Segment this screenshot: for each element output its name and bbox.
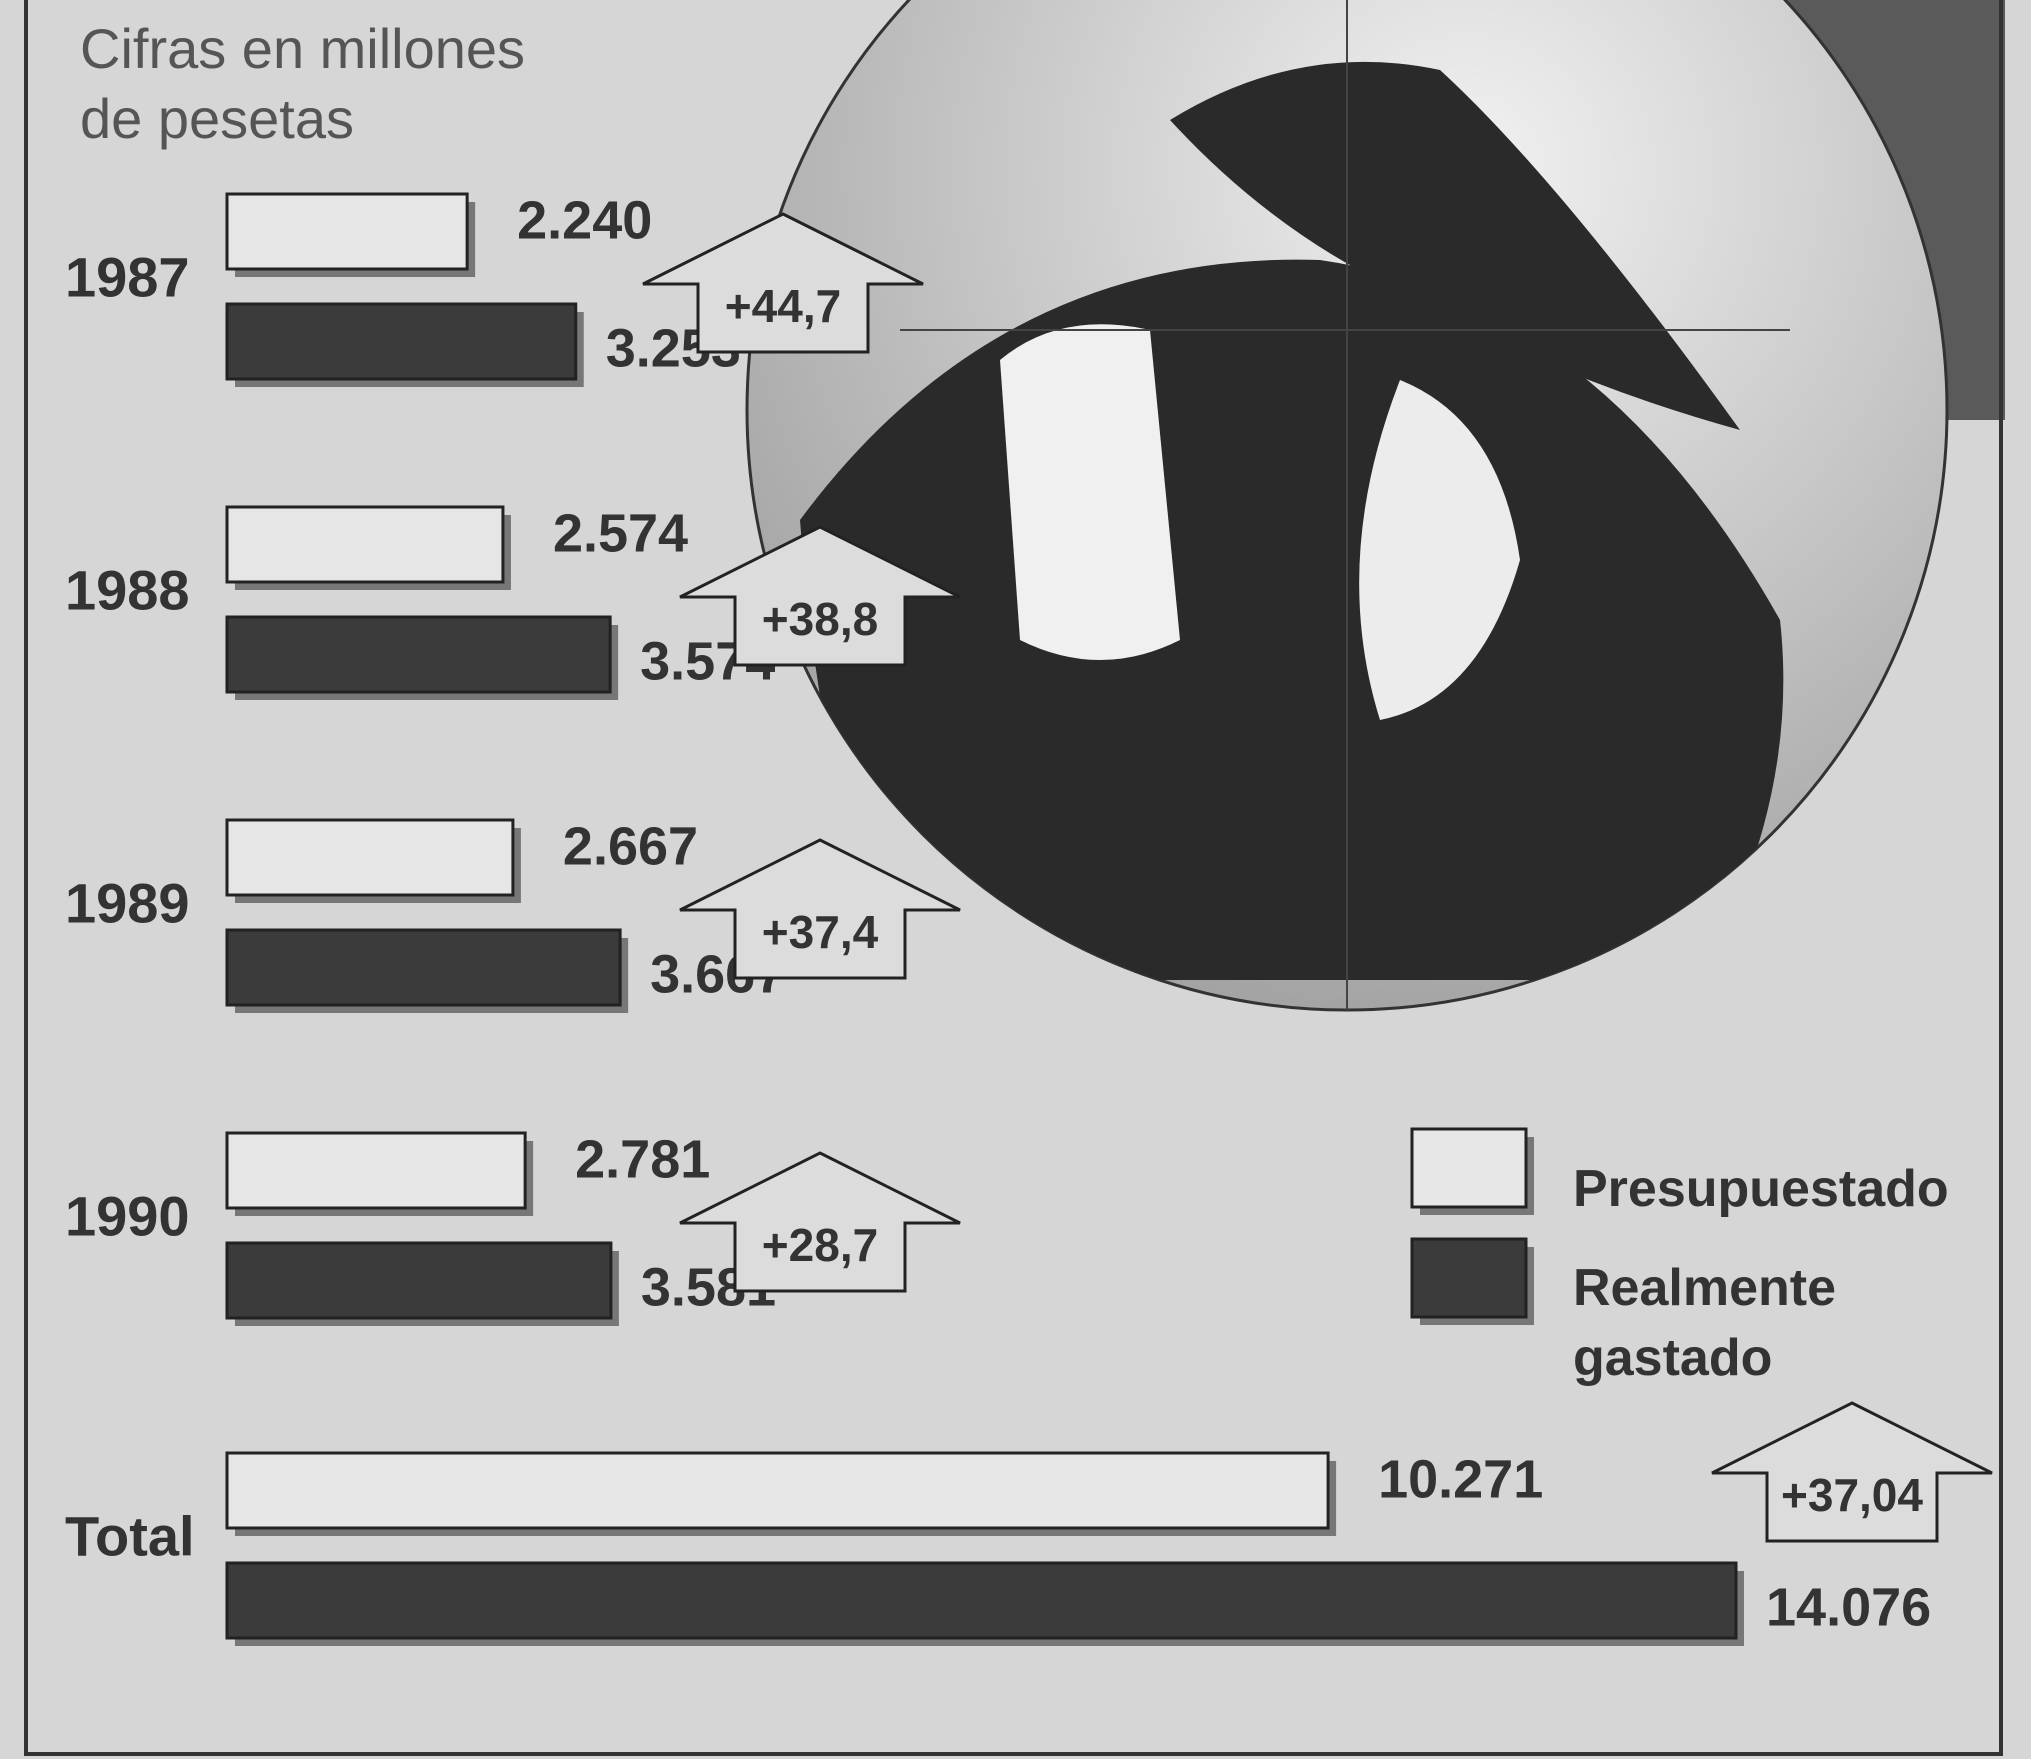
legend-swatch [1412,1129,1526,1207]
bar [227,820,513,895]
annotation: +38,8 [762,593,878,645]
bar [227,1133,525,1208]
legend-swatch [1412,1239,1526,1317]
y-tick-label: 1989 [65,871,190,934]
value-label: 2.781 [575,1129,710,1189]
value-label: 10.271 [1378,1449,1543,1509]
y-tick-label: Total [65,1504,195,1567]
y-tick-label: 1987 [65,245,190,308]
annotation: +37,4 [762,906,879,958]
value-label: 2.667 [563,816,698,876]
bar [227,507,503,582]
bar [227,1563,1736,1638]
legend-label: Presupuestado [1573,1154,1903,1224]
chart-svg: 19872.2403.253+44,719882.5743.574+38,819… [0,0,2031,1759]
chart: 19872.2403.253+44,719882.5743.574+38,819… [0,0,2031,1759]
bar [227,930,620,1005]
bar [227,194,467,269]
annotation: +28,7 [762,1219,878,1271]
chart-title: Cifras en millones de pesetas [80,14,590,154]
bar [227,1243,611,1318]
illustration [747,0,2005,1010]
y-tick-label: 1988 [65,558,190,621]
value-label: 2.574 [553,503,688,563]
value-label: 14.076 [1766,1577,1931,1637]
annotation: +37,04 [1781,1469,1923,1521]
bar [227,304,576,379]
legend-label: Realmente gastado [1573,1253,1903,1393]
value-label: 2.240 [517,190,652,250]
annotation: +44,7 [725,280,841,332]
bar [227,1453,1328,1528]
y-tick-label: 1990 [65,1184,190,1247]
bar [227,617,610,692]
